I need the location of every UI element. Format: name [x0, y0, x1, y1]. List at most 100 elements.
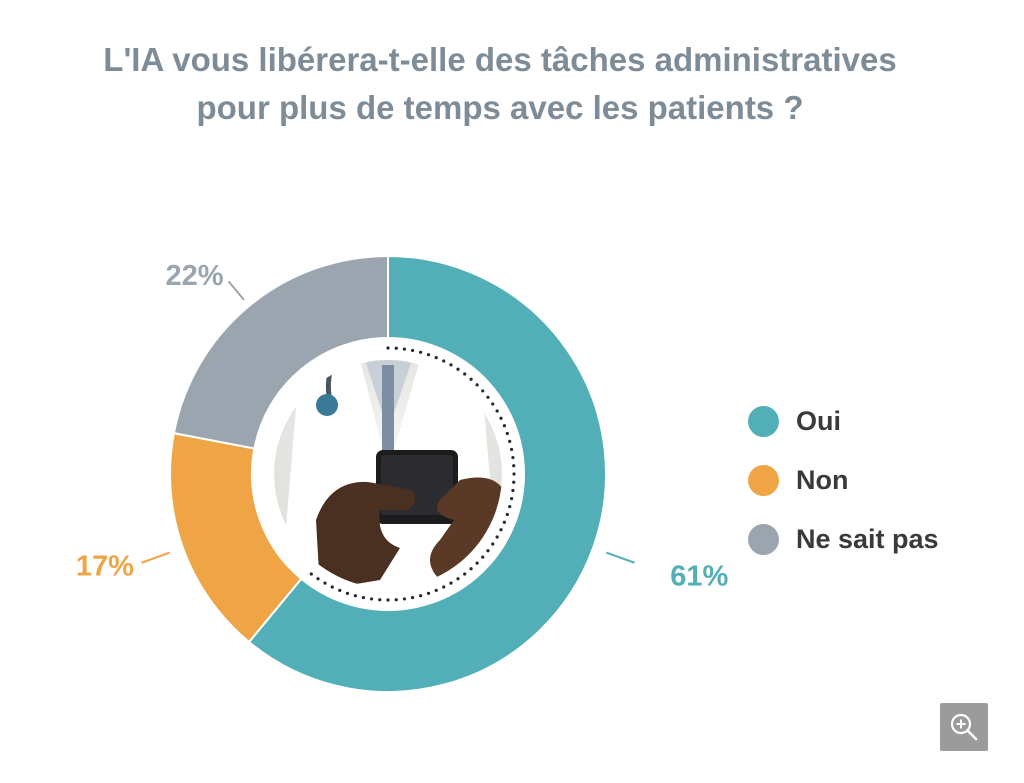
ring-dot: [297, 383, 301, 387]
ring-dot: [505, 512, 509, 517]
ring-dot: [269, 520, 274, 524]
ring-dot: [410, 348, 415, 353]
ring-dot: [469, 567, 473, 571]
ring-dot: [509, 496, 514, 501]
dotted-ring: [260, 346, 516, 602]
ring-dot: [509, 447, 514, 452]
ring-dot: [402, 597, 407, 601]
legend-swatch-oui: [748, 406, 779, 437]
ring-dot: [475, 561, 479, 565]
ring-dot: [323, 581, 327, 585]
legend-item-ne-sait-pas: Ne sait pas: [748, 510, 939, 569]
ring-dot: [267, 512, 271, 517]
ring-dot: [456, 577, 460, 581]
ring-dot: [495, 535, 499, 539]
ring-dot: [475, 383, 479, 387]
value-labels: 61% 17% 22%: [76, 260, 729, 592]
ring-dot: [394, 346, 398, 350]
ring-dot: [456, 367, 460, 371]
ring-dot: [386, 598, 390, 602]
ring-dot: [262, 496, 267, 501]
ring-dot: [261, 488, 265, 493]
ring-dot: [291, 389, 295, 393]
ring-dot: [260, 480, 264, 484]
ring-dot: [303, 377, 307, 381]
legend-label-non: Non: [796, 465, 849, 495]
zoom-button[interactable]: [940, 703, 988, 751]
value-label-non: 17%: [76, 550, 134, 582]
ring-dot: [378, 598, 382, 602]
ring-dot: [419, 350, 423, 354]
ring-dot: [512, 480, 516, 484]
ring-dot: [281, 542, 285, 546]
label-leaders: [141, 280, 635, 564]
ring-dot: [338, 355, 342, 360]
ring-dot: [502, 424, 507, 428]
ring-dot: [345, 591, 350, 595]
ring-dot: [486, 395, 490, 399]
chart-title: L'IA vous libérera-t-elle des tâches adm…: [0, 36, 1000, 132]
ring-dot: [505, 431, 509, 436]
ring-dot: [463, 372, 467, 376]
legend: Oui Non Ne sait pas: [748, 392, 939, 569]
legend-label-oui: Oui: [796, 406, 841, 436]
ring-dot: [273, 416, 277, 420]
ring-dot: [369, 347, 374, 351]
ring-dot: [463, 572, 467, 576]
legend-label-ne-sait-pas: Ne sait pas: [796, 524, 939, 554]
legend-swatch-ne-sait-pas: [748, 524, 779, 555]
ring-dot: [426, 353, 431, 357]
ring-dot: [394, 598, 398, 602]
value-label-ne-sait-pas: 22%: [165, 260, 223, 292]
ring-dot: [277, 535, 281, 539]
ring-dot: [508, 439, 512, 443]
ring-dot: [309, 572, 313, 576]
ring-dot: [499, 528, 503, 532]
ring-dot: [442, 359, 446, 363]
leader-non: [141, 551, 171, 564]
donut-slices: [169, 254, 607, 693]
ring-dot: [402, 347, 407, 351]
ring-dot: [419, 594, 423, 598]
leader-oui: [605, 551, 635, 564]
ring-dot: [273, 528, 277, 532]
ring-dot: [309, 372, 313, 376]
ring-dot: [330, 359, 334, 363]
slice-ne-sait-pas: [172, 254, 389, 450]
ring-dot: [353, 594, 357, 598]
slice-oui: [247, 254, 607, 693]
ring-dot: [511, 455, 515, 460]
ring-dot: [369, 597, 374, 601]
ring-dot: [353, 350, 357, 354]
ring-dot: [449, 363, 453, 367]
ring-dot: [378, 346, 382, 350]
leader-ne-sait-pas: [227, 280, 245, 301]
ring-dot: [264, 439, 268, 443]
ring-dot: [491, 542, 495, 546]
legend-item-oui: Oui: [748, 392, 939, 451]
ring-dot: [267, 431, 271, 436]
ring-dot: [330, 585, 334, 589]
ring-dot: [502, 520, 507, 524]
ring-dot: [338, 588, 342, 593]
ring-dot: [261, 455, 265, 460]
ring-dot: [286, 549, 290, 553]
ring-dot: [486, 549, 490, 553]
ring-dot: [281, 402, 285, 406]
ring-dot: [469, 377, 473, 381]
ring-dot: [495, 409, 499, 413]
ring-dot: [481, 555, 485, 559]
legend-swatch-non: [748, 465, 779, 496]
ring-dot: [277, 409, 281, 413]
ring-dot: [260, 472, 264, 476]
ring-dot: [291, 555, 295, 559]
ring-dot: [264, 505, 268, 509]
value-label-oui: 61%: [670, 561, 728, 593]
ring-dot: [426, 591, 431, 595]
ring-dot: [511, 488, 515, 493]
ring-dot: [262, 447, 267, 452]
center-photo: [274, 360, 502, 588]
legend-item-non: Non: [748, 451, 939, 510]
ring-dot: [386, 346, 390, 350]
